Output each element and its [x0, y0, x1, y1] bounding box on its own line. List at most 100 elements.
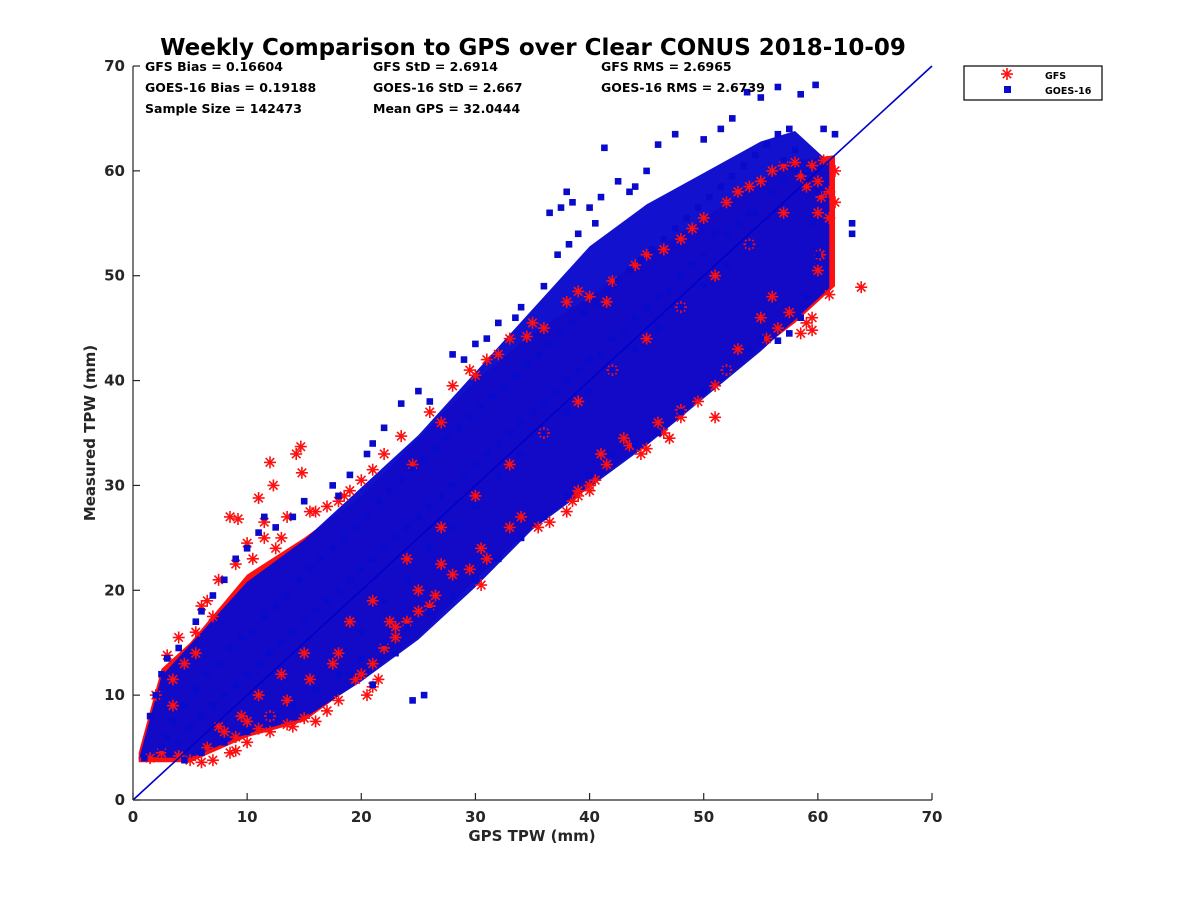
goes-point	[455, 424, 462, 432]
goes-point	[426, 398, 434, 405]
y-tick-label: 50	[104, 267, 125, 285]
goes-point	[637, 256, 645, 264]
gfs-point	[412, 605, 425, 618]
goes-point	[272, 524, 279, 531]
goes-point	[403, 623, 411, 631]
goes-point	[740, 162, 747, 169]
gfs-point	[178, 657, 191, 670]
goes-series	[141, 81, 856, 764]
goes-point	[449, 592, 456, 599]
goes-point	[746, 241, 753, 248]
goes-point	[415, 513, 422, 521]
x-tick-label: 10	[237, 808, 258, 826]
gfs-point	[275, 668, 288, 681]
goes-point	[483, 450, 491, 458]
goes-point	[546, 340, 553, 348]
gfs-point	[732, 185, 744, 198]
goes-point	[158, 670, 165, 678]
goes-point	[363, 450, 371, 458]
goes-point	[808, 220, 816, 227]
gfs-point	[600, 295, 613, 308]
gfs-point	[366, 657, 379, 670]
stat-goes-std: GOES-16 StD = 2.667	[373, 80, 522, 95]
goes-point	[563, 408, 570, 416]
goes-point	[534, 351, 542, 358]
gfs-point	[754, 311, 767, 324]
goes-point	[743, 88, 751, 96]
gfs-point	[258, 531, 271, 544]
goes-point	[746, 209, 753, 217]
legend-gfs-star	[1001, 68, 1013, 80]
goes-point	[249, 628, 257, 636]
gfs-point	[652, 416, 665, 429]
gfs-point	[709, 411, 722, 424]
goes-point	[757, 94, 765, 101]
goes-point	[677, 272, 685, 279]
plot-frame	[132, 66, 932, 801]
goes-point	[540, 398, 548, 405]
gfs-point	[332, 647, 345, 660]
gfs-point	[166, 673, 179, 686]
goes-point	[597, 193, 605, 201]
goes-point	[409, 466, 416, 473]
goes-point	[346, 576, 354, 584]
legend: GFS GOES-16	[963, 65, 1103, 101]
goes-point	[540, 429, 548, 437]
gfs-point	[794, 327, 807, 340]
legend-goes-label: GOES-16	[1045, 86, 1092, 97]
goes-point	[346, 471, 354, 479]
x-axis: 0 10 20 30 40 50 60 70	[128, 793, 942, 826]
gfs-point	[232, 513, 244, 525]
gfs-point	[640, 332, 653, 345]
goes-point	[198, 712, 205, 720]
goes-point	[489, 393, 496, 400]
gfs-point	[515, 510, 528, 523]
gfs-point	[218, 725, 231, 738]
gfs-point	[252, 689, 265, 702]
gfs-point	[224, 746, 236, 759]
goes-point	[565, 241, 573, 248]
goes-point	[295, 576, 302, 584]
stat-goes-bias: GOES-16 Bias = 0.19188	[145, 80, 316, 95]
goes-point	[369, 681, 376, 688]
goes-point	[420, 691, 428, 699]
gfs-point	[224, 510, 236, 523]
legend-gfs-label: GFS	[1045, 71, 1066, 82]
gfs-point	[298, 647, 311, 660]
goes-point	[340, 534, 348, 542]
goes-point	[272, 602, 279, 610]
gfs-point	[446, 568, 459, 581]
goes-point	[751, 209, 759, 217]
goes-point	[517, 303, 525, 311]
goes-point	[723, 366, 730, 374]
goes-point	[243, 728, 251, 736]
gfs-point	[811, 206, 824, 219]
gfs-point	[298, 712, 311, 725]
goes-point	[483, 335, 491, 342]
gfs-point	[823, 212, 836, 224]
gfs-point	[332, 694, 345, 707]
gfs-point	[355, 474, 368, 487]
goes-point	[671, 225, 679, 232]
goes-point	[472, 340, 479, 348]
goes-point	[472, 576, 479, 584]
y-axis-label: Measured TPW (mm)	[81, 345, 99, 521]
goes-point	[723, 230, 730, 238]
goes-point	[517, 534, 525, 542]
goes-point	[369, 555, 376, 563]
goes-point	[540, 282, 548, 290]
goes-point	[774, 83, 782, 91]
goes-point	[694, 204, 702, 211]
goes-point	[643, 167, 650, 175]
goes-point	[375, 497, 382, 505]
legend-gfs-marker	[1001, 68, 1013, 80]
goes-point	[517, 450, 525, 458]
gfs-point	[435, 558, 448, 571]
goes-point	[261, 613, 268, 620]
goes-point	[152, 691, 160, 699]
goes-point	[574, 230, 582, 238]
goes-point	[700, 251, 707, 258]
gfs-point	[595, 448, 607, 460]
goes-point	[768, 188, 776, 196]
gfs-point	[389, 621, 402, 633]
